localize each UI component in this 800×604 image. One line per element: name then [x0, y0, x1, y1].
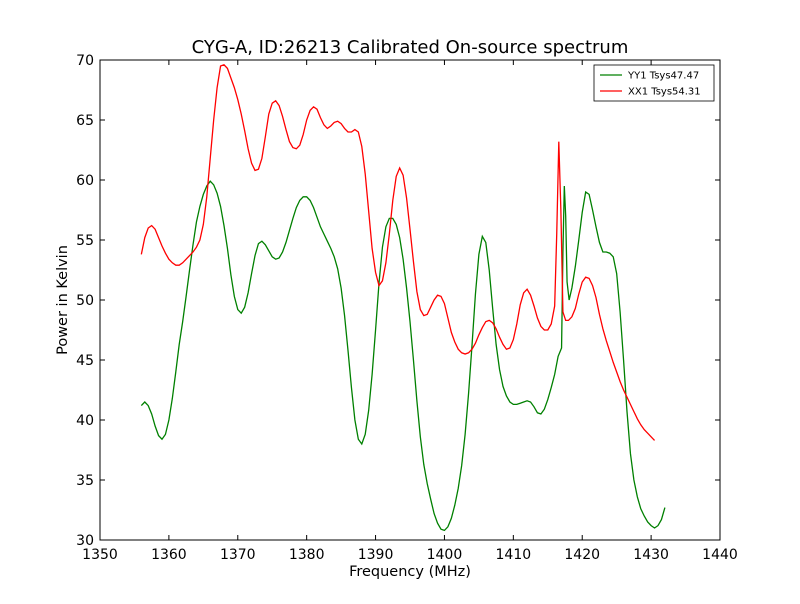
x-tick-label: 1390: [358, 547, 394, 563]
series-line-1: [140, 180, 666, 532]
y-tick-label: 45: [76, 353, 94, 369]
chart-title: CYG-A, ID:26213 Calibrated On-source spe…: [192, 37, 629, 58]
x-tick-label: 1380: [289, 547, 325, 563]
y-tick-label: 50: [76, 293, 94, 309]
y-tick-label: 30: [76, 533, 94, 549]
legend-label: XX1 Tsys54.31: [628, 87, 701, 98]
x-tick-label: 1430: [633, 547, 669, 563]
x-tick-label: 1400: [427, 547, 463, 563]
series-line-2: [140, 64, 656, 441]
x-tick-label: 1410: [496, 547, 532, 563]
x-tick-label: 1360: [151, 547, 187, 563]
x-tick-label: 1420: [564, 547, 600, 563]
y-tick-label: 60: [76, 173, 94, 189]
x-tick-label: 1370: [220, 547, 256, 563]
y-tick-label: 40: [76, 413, 94, 429]
x-tick-label: 1440: [702, 547, 738, 563]
x-axis-label: Frequency (MHz): [349, 564, 471, 580]
y-axis-label: Power in Kelvin: [55, 245, 71, 355]
y-tick-label: 70: [76, 53, 94, 69]
y-tick-label: 65: [76, 113, 94, 129]
legend-label: YY1 Tsys47.47: [627, 71, 699, 82]
y-tick-label: 35: [76, 473, 94, 489]
x-tick-label: 1350: [82, 547, 118, 563]
y-tick-label: 55: [76, 233, 94, 249]
legend-box: [593, 64, 715, 102]
